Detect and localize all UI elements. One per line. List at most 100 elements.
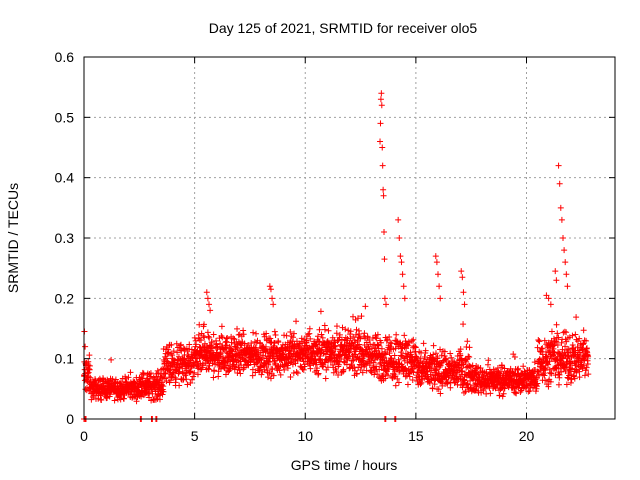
data-point	[271, 328, 278, 335]
data-point	[211, 367, 218, 374]
data-point	[338, 355, 345, 362]
data-point	[553, 321, 560, 328]
data-point	[217, 340, 224, 347]
x-tick-label: 15	[408, 428, 424, 444]
data-point	[229, 348, 236, 355]
data-point	[430, 351, 437, 358]
data-point	[240, 331, 247, 338]
data-point	[430, 357, 437, 364]
data-point	[276, 367, 283, 374]
data-point	[232, 363, 239, 370]
data-point	[374, 371, 381, 378]
data-point-peak	[460, 289, 467, 296]
data-point	[405, 342, 412, 349]
data-point	[184, 381, 191, 388]
data-point	[548, 370, 555, 377]
x-tick-label: 10	[297, 428, 313, 444]
data-point	[173, 340, 180, 347]
data-point	[392, 345, 399, 352]
data-point	[410, 336, 417, 343]
data-point	[335, 337, 342, 344]
data-point	[314, 350, 321, 357]
data-point	[335, 372, 342, 379]
data-point	[168, 350, 175, 357]
data-point-peak	[377, 96, 384, 103]
data-point	[156, 396, 163, 403]
data-point	[357, 335, 364, 342]
data-point	[459, 367, 466, 374]
y-tick-label: 0	[66, 411, 74, 427]
data-point	[388, 340, 395, 347]
data-point	[368, 345, 375, 352]
data-point	[291, 330, 298, 337]
data-point	[316, 338, 323, 345]
data-point	[583, 337, 590, 344]
data-point	[344, 335, 351, 342]
data-point	[554, 341, 561, 348]
data-point-peak	[377, 138, 384, 145]
data-point	[354, 315, 361, 322]
data-point	[579, 341, 586, 348]
data-point	[325, 327, 332, 334]
data-point	[170, 348, 177, 355]
data-point	[279, 350, 286, 357]
data-point	[314, 365, 321, 372]
data-point	[492, 384, 499, 391]
data-point	[215, 373, 222, 380]
data-point	[169, 355, 176, 362]
data-point	[208, 339, 215, 346]
data-point	[249, 372, 256, 379]
data-point	[290, 334, 297, 341]
y-tick-label: 0.2	[55, 290, 75, 306]
data-point	[294, 370, 301, 377]
data-point	[406, 373, 413, 380]
data-point	[223, 335, 230, 342]
data-point	[413, 353, 420, 360]
data-point	[400, 354, 407, 361]
data-point	[201, 321, 208, 328]
data-point	[200, 333, 207, 340]
data-point	[147, 373, 154, 380]
data-point	[466, 370, 473, 377]
data-point	[376, 360, 383, 367]
data-point	[534, 380, 541, 387]
data-point	[356, 331, 363, 338]
data-point	[205, 333, 212, 340]
data-point	[321, 326, 328, 333]
data-point	[252, 351, 259, 358]
data-point	[448, 354, 455, 361]
data-point	[262, 343, 269, 350]
data-point	[573, 358, 580, 365]
data-point	[466, 344, 473, 351]
data-point	[336, 331, 343, 338]
data-point	[186, 341, 193, 348]
data-point-peak	[82, 343, 89, 350]
data-point	[224, 335, 231, 342]
data-point	[549, 343, 556, 350]
data-point	[316, 326, 323, 333]
data-point	[475, 364, 482, 371]
data-point	[332, 346, 339, 353]
data-point	[581, 372, 588, 379]
data-point	[347, 328, 354, 335]
data-point	[360, 361, 367, 368]
data-point	[338, 336, 345, 343]
data-point	[392, 382, 399, 389]
data-point-peak	[398, 259, 405, 266]
data-point	[159, 379, 166, 386]
data-point	[163, 378, 170, 385]
data-point	[190, 373, 197, 380]
data-point	[199, 360, 206, 367]
data-point	[433, 355, 440, 362]
data-point	[576, 335, 583, 342]
data-point	[525, 388, 532, 395]
data-point	[359, 357, 366, 364]
data-point	[405, 366, 412, 373]
data-point	[442, 373, 449, 380]
data-point	[333, 368, 340, 375]
data-point	[511, 353, 518, 360]
data-point-peak	[401, 295, 408, 302]
data-point-peak	[562, 259, 569, 266]
data-point	[179, 369, 186, 376]
data-point	[233, 344, 240, 351]
